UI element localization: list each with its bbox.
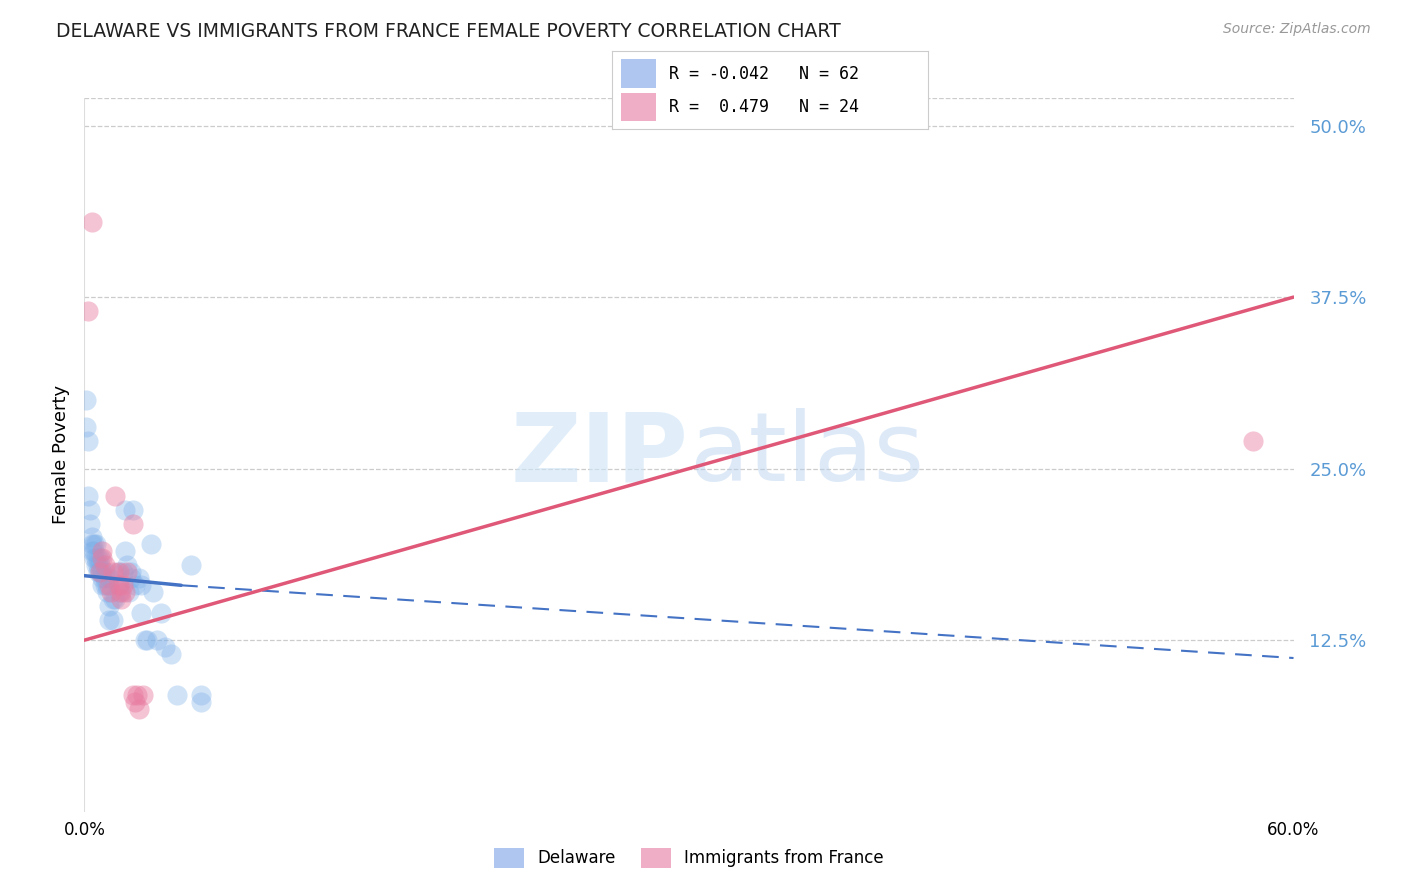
Y-axis label: Female Poverty: Female Poverty [52,385,70,524]
Point [77,434,100,449]
Point [180,558,202,572]
Point [153,640,176,654]
Point [190,688,212,702]
Point [107,565,129,579]
Point [96,578,118,592]
Point [105,565,128,579]
Point [110,592,132,607]
Bar [621,60,655,87]
Point [101,592,124,607]
Text: R =  0.479   N = 24: R = 0.479 N = 24 [669,98,859,116]
Point [82,530,104,544]
Point [139,537,162,551]
Point [86,558,108,572]
Point [124,695,146,709]
Point [101,565,124,579]
Point [166,688,188,702]
Point [101,613,124,627]
Point [79,516,101,531]
Point [107,578,129,592]
Point [97,578,120,592]
Point [83,537,105,551]
Point [87,565,110,579]
Point [89,550,111,565]
Point [89,565,111,579]
Point [121,688,143,702]
Point [124,578,146,592]
Point [77,303,100,318]
Point [129,606,152,620]
Point [149,606,172,620]
Point [82,214,104,228]
Point [146,633,169,648]
Point [128,702,150,716]
Point [107,585,129,599]
Point [93,578,115,592]
Point [132,688,155,702]
Point [1241,434,1264,449]
Point [82,544,104,558]
Point [111,565,134,579]
Point [89,558,111,572]
Point [82,537,104,551]
Point [96,585,118,599]
Point [89,565,111,579]
Point [91,565,114,579]
Point [134,633,156,648]
Point [125,688,148,702]
Point [97,599,120,613]
Point [110,585,132,599]
Point [91,578,114,592]
Point [86,550,108,565]
Point [104,489,127,503]
Point [100,585,122,599]
Point [86,537,108,551]
Point [83,550,105,565]
Point [115,558,138,572]
Point [93,558,115,572]
Point [93,571,115,585]
Point [114,544,136,558]
Point [91,571,114,585]
Point [107,578,129,592]
Point [120,565,142,579]
Legend: Delaware, Immigrants from France: Delaware, Immigrants from France [488,841,890,875]
Point [93,565,115,579]
Point [83,544,105,558]
Point [160,647,183,661]
Text: DELAWARE VS IMMIGRANTS FROM FRANCE FEMALE POVERTY CORRELATION CHART: DELAWARE VS IMMIGRANTS FROM FRANCE FEMAL… [56,22,841,41]
Point [111,578,134,592]
Point [114,503,136,517]
Text: ZIP: ZIP [510,409,689,501]
Point [79,503,101,517]
Point [114,585,136,599]
Point [97,613,120,627]
Bar [621,94,655,121]
Text: R = -0.042   N = 62: R = -0.042 N = 62 [669,64,859,83]
Text: Source: ZipAtlas.com: Source: ZipAtlas.com [1223,22,1371,37]
Point [87,558,110,572]
Point [190,695,212,709]
Point [91,550,114,565]
Point [128,571,150,585]
Point [118,585,141,599]
Point [75,392,97,407]
Point [121,503,143,517]
Point [87,550,110,565]
Point [135,633,157,648]
Point [120,571,142,585]
Text: atlas: atlas [689,409,924,501]
Point [91,544,114,558]
Point [75,420,97,434]
Point [121,516,143,531]
Point [129,578,152,592]
Point [142,585,165,599]
Point [77,489,100,503]
Point [115,565,138,579]
Point [97,571,120,585]
Point [104,592,127,607]
